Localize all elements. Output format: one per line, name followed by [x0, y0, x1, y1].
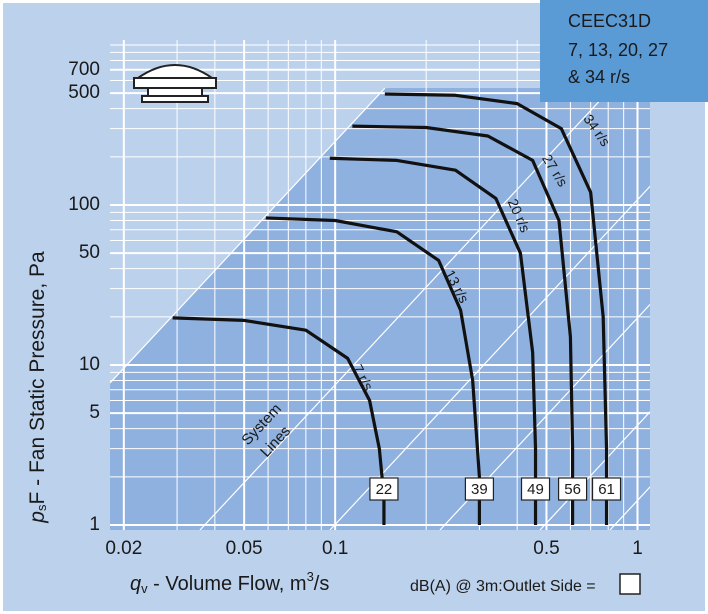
y-tick-label: 500: [68, 82, 100, 103]
dba-box: [369, 477, 399, 501]
dba-label: 22: [376, 481, 393, 498]
info-line: CEEC31D: [568, 11, 651, 31]
system-line: [439, 303, 650, 530]
fan-curve: [352, 124, 575, 525]
dba-box: [591, 477, 622, 501]
system-lines: [110, 45, 650, 530]
y-tick-label: 700: [68, 59, 100, 80]
footer: dB(A) @ 3m:Outlet Side =: [410, 578, 596, 595]
x-axis-label: qv - Volume Flow, m3/s: [130, 569, 329, 596]
fan-curve: [265, 216, 482, 525]
fan-icon: [133, 64, 217, 103]
fan-curve: [329, 156, 538, 525]
dba-label: 39: [471, 481, 488, 498]
side-box: [619, 573, 641, 595]
x-tick-label: 0.02: [105, 538, 142, 559]
x-tick-label: 0.05: [226, 538, 263, 559]
x-tick-label: 0.5: [533, 538, 559, 559]
system-line: [199, 45, 650, 530]
grid: [110, 40, 650, 530]
info-line: 7, 13, 20, 27: [568, 40, 668, 60]
system-line: [329, 185, 650, 530]
dba-label: 61: [598, 481, 615, 498]
dba-label: 56: [564, 481, 581, 498]
info-line: & 34 r/s: [568, 67, 630, 87]
y-tick-label: 5: [89, 402, 100, 423]
dba-box: [520, 477, 551, 501]
x-tick-label: 0.1: [322, 538, 348, 559]
y-tick-label: 50: [79, 242, 100, 263]
info-box: [540, 0, 708, 102]
system-line: [110, 87, 386, 384]
y-tick-label: 10: [79, 354, 100, 375]
x-tick-label: 1: [632, 538, 643, 559]
dba-label: 49: [527, 481, 544, 498]
fan-curve: [384, 92, 609, 525]
y-tick-label: 100: [68, 194, 100, 215]
dba-box: [464, 477, 495, 501]
system-line: [539, 410, 650, 530]
dba-box: [557, 477, 588, 501]
y-tick-label: 1: [89, 514, 100, 535]
y-axis-label: psF - Fan Static Pressure, Pa: [26, 251, 50, 524]
